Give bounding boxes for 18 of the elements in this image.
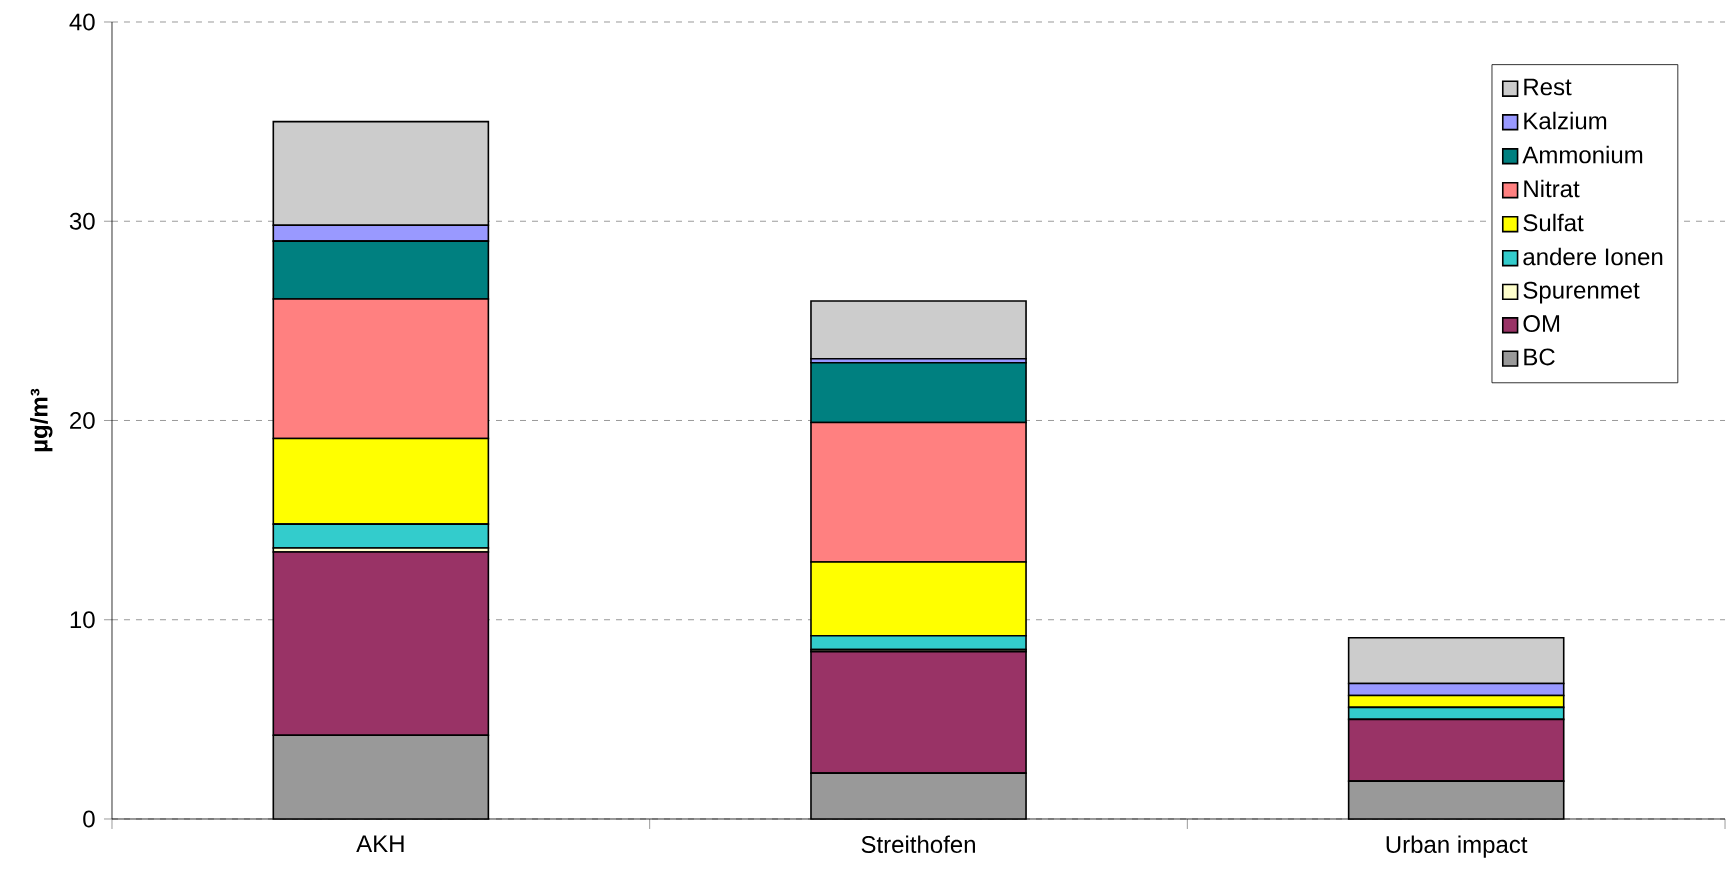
y-tick-label: 0 <box>83 810 95 828</box>
legend-label: Sulfat <box>1523 213 1584 232</box>
legend-label: Kalzium <box>1524 111 1607 130</box>
y-tick-label: 40 <box>69 13 95 31</box>
legend-label: Spurenmet <box>1523 281 1640 304</box>
x-tick-label: Streithofen <box>861 835 975 854</box>
legend-label: Nitrat <box>1524 179 1580 198</box>
legend-label: andere Ionen <box>1523 247 1663 266</box>
x-tick-label: Urban impact <box>1386 835 1528 858</box>
x-tick-label: AKH <box>356 835 404 852</box>
legend-label: Ammonium <box>1522 145 1643 164</box>
y-tick-label: 20 <box>70 412 95 429</box>
legend-label: Rest <box>1524 78 1572 96</box>
y-tick-label: 30 <box>69 212 95 230</box>
legend-label: BC <box>1524 348 1555 366</box>
y-axis-title: µg/m³ <box>30 388 53 452</box>
y-tick-label: 10 <box>70 611 95 629</box>
legend-label: OM <box>1523 315 1560 333</box>
